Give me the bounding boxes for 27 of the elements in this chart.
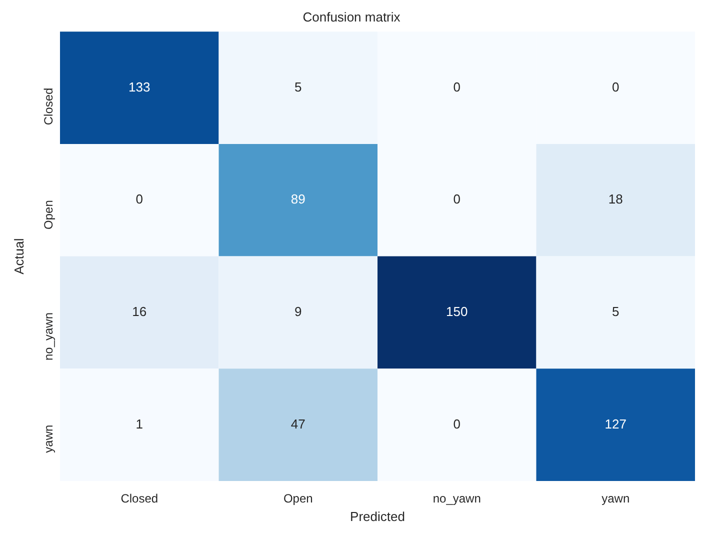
y-tick-label: Closed xyxy=(41,88,56,126)
data-label: 89 xyxy=(290,192,306,207)
x-tick-label: yawn xyxy=(602,492,630,506)
data-label: 150 xyxy=(446,304,468,320)
x-tick-label: Open xyxy=(283,492,313,506)
x-tick-label: no_yawn xyxy=(432,492,481,506)
x-tick-label: Closed xyxy=(120,492,158,506)
x-axis-title: Predicted xyxy=(350,508,405,524)
data-label: 5 xyxy=(612,304,620,320)
data-label: 18 xyxy=(608,192,623,207)
y-tick-label: no_yawn xyxy=(41,312,56,361)
data-label: 16 xyxy=(132,304,147,320)
chart-title: Confusion matrix xyxy=(302,9,401,24)
data-label: 133 xyxy=(128,79,150,94)
data-label: 0 xyxy=(453,79,460,94)
y-tick-label: Open xyxy=(41,200,56,230)
data-label: 0 xyxy=(612,79,620,94)
data-label: 0 xyxy=(453,416,460,432)
data-label: 47 xyxy=(290,416,306,432)
data-label: 0 xyxy=(136,192,143,207)
data-label: 0 xyxy=(453,192,460,207)
data-label: 5 xyxy=(294,79,302,94)
y-tick-label: yawn xyxy=(41,424,56,453)
y-axis-title: Actual xyxy=(11,238,26,274)
data-label: 1 xyxy=(136,416,143,432)
data-label: 9 xyxy=(294,304,302,320)
data-label: 127 xyxy=(604,416,626,432)
